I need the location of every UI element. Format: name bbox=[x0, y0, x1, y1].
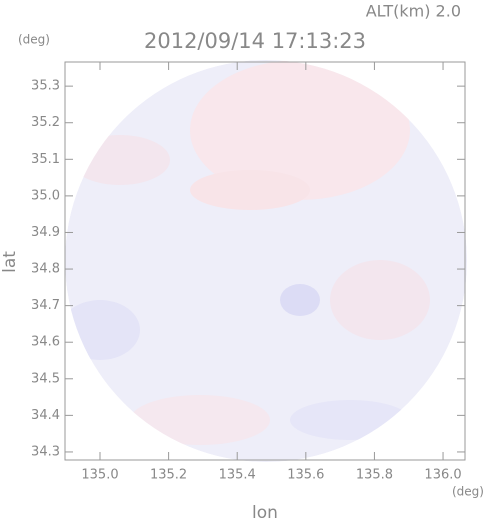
x-tick-label: 135.2 bbox=[150, 468, 187, 483]
altitude: ALT(km) 2.0 bbox=[366, 2, 461, 21]
y-tick-label: 34.5 bbox=[31, 371, 60, 386]
x-unit: (deg) bbox=[452, 485, 484, 499]
y-tick-label: 34.9 bbox=[31, 225, 60, 240]
x-axis-label: lon bbox=[252, 503, 278, 521]
y-tick-label: 35.0 bbox=[31, 188, 60, 203]
x-tick-label: 135.6 bbox=[287, 468, 324, 483]
y-tick-label: 34.4 bbox=[31, 408, 60, 423]
y-tick-label: 34.3 bbox=[31, 444, 60, 459]
y-tick-label: 34.7 bbox=[31, 298, 60, 313]
y-tick-label: 35.2 bbox=[31, 115, 60, 130]
y-tick-label: 34.6 bbox=[31, 335, 60, 350]
y-tick-label: 35.1 bbox=[31, 152, 60, 167]
y-tick-label: 34.8 bbox=[31, 262, 60, 277]
y-tick-label: 35.3 bbox=[31, 79, 60, 94]
y-unit: (deg) bbox=[18, 33, 50, 47]
plot-frame bbox=[64, 61, 466, 461]
chart-title: 2012/09/14 17:13:23 bbox=[144, 29, 366, 53]
radar-image bbox=[65, 60, 467, 462]
x-tick-label: 135.4 bbox=[219, 468, 256, 483]
y-axis-label: lat bbox=[0, 251, 20, 273]
x-tick-label: 136.0 bbox=[424, 468, 461, 483]
x-tick-label: 135.0 bbox=[81, 468, 118, 483]
x-tick-label: 135.8 bbox=[356, 468, 393, 483]
